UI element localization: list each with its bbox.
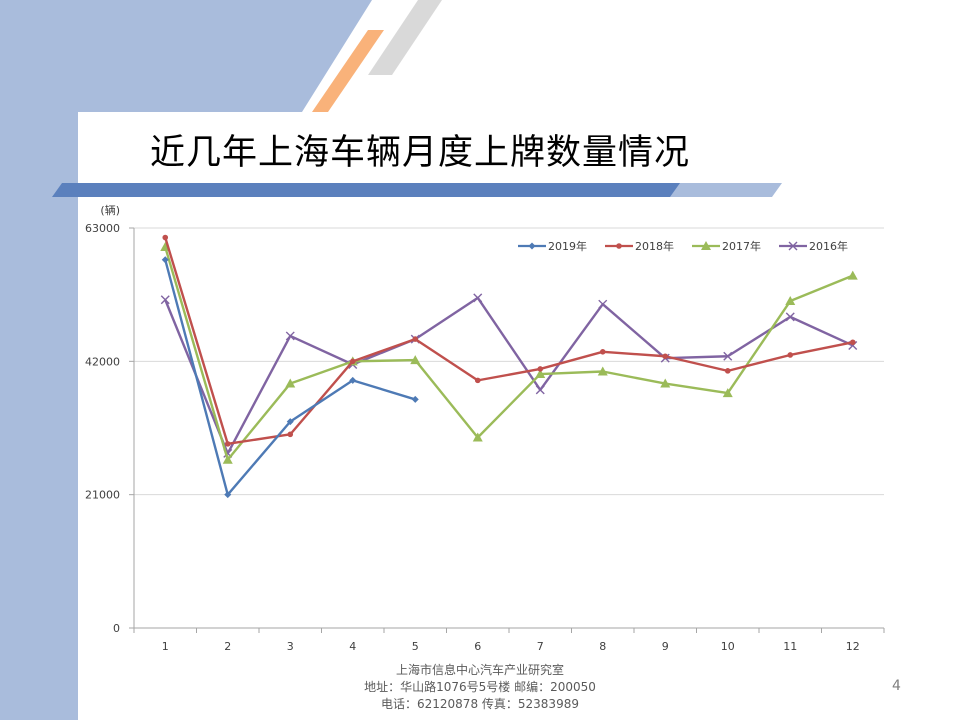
data-point	[849, 339, 856, 346]
slide-title: 近几年上海车辆月度上牌数量情况	[150, 133, 691, 173]
data-point	[285, 331, 295, 341]
data-point	[410, 355, 421, 365]
y-unit-label: (辆)	[100, 203, 120, 217]
x-tick-label: 6	[474, 640, 481, 653]
data-point	[161, 256, 169, 264]
data-point	[349, 358, 356, 365]
data-point-stroke	[598, 299, 608, 309]
legend-label: 2018年	[635, 239, 674, 253]
series-line	[164, 237, 853, 446]
legend-item: 2019年	[518, 239, 587, 253]
y-tick-label: 63000	[85, 222, 120, 235]
x-tick-label: 3	[287, 640, 294, 653]
x-tick-label: 10	[721, 640, 735, 653]
data-point	[411, 395, 419, 403]
footer-contact: 电话：62120878 传真：52383989	[381, 697, 579, 711]
x-tick-label: 2	[224, 640, 231, 653]
data-point	[473, 293, 483, 303]
data-point	[724, 368, 731, 374]
data-point	[598, 299, 608, 309]
data-point-stroke	[223, 448, 233, 458]
series-2019年	[161, 256, 419, 499]
y-tick-label: 21000	[85, 489, 120, 502]
data-point-stroke	[535, 385, 545, 395]
data-point-stroke	[473, 293, 483, 303]
data-point-stroke	[160, 295, 170, 305]
data-point-stroke	[788, 241, 798, 251]
data-point	[662, 353, 669, 360]
data-point	[787, 352, 794, 358]
data-point	[286, 418, 294, 426]
data-point	[285, 378, 296, 388]
data-point-stroke	[785, 312, 795, 322]
orange-stripe	[312, 30, 384, 112]
top-blue-shape	[0, 0, 372, 112]
series-line	[164, 246, 854, 461]
data-point	[723, 351, 733, 361]
data-point	[287, 431, 294, 438]
data-point	[660, 378, 671, 388]
data-point	[535, 385, 545, 395]
top-decor-band	[0, 0, 960, 112]
legend-item: 2017年	[692, 239, 761, 253]
y-tick-label: 0	[113, 622, 120, 635]
x-tick-label: 9	[662, 640, 669, 653]
data-point	[222, 454, 233, 464]
x-tick-label: 5	[412, 640, 419, 653]
x-tick-label: 12	[846, 640, 860, 653]
data-point	[616, 243, 622, 249]
data-point	[785, 312, 795, 322]
x-tick-label: 4	[349, 640, 356, 653]
legend-label: 2017年	[722, 239, 761, 253]
content-panel	[78, 112, 960, 720]
x-tick-label: 8	[599, 640, 606, 653]
footer-address: 地址：华山路1076号5号楼 邮编：200050	[364, 680, 596, 694]
data-point	[162, 234, 169, 241]
footer-org: 上海市信息中心汽车产业研究室	[395, 663, 564, 677]
data-point	[349, 376, 357, 384]
legend-label: 2019年	[548, 239, 587, 253]
series-line	[164, 296, 854, 455]
data-point	[537, 366, 544, 372]
legend-label: 2016年	[809, 239, 848, 253]
grey-stripe	[368, 0, 442, 75]
data-point	[788, 241, 798, 251]
data-point	[535, 369, 546, 379]
data-point	[224, 441, 231, 447]
data-point	[474, 377, 481, 384]
title-underline-bar	[42, 183, 782, 197]
data-point	[224, 491, 232, 499]
data-point	[701, 241, 711, 250]
page-number: 4	[892, 678, 901, 694]
footer: 上海市信息中心汽车产业研究室 地址：华山路1076号5号楼 邮编：200050 …	[330, 662, 630, 713]
data-point	[160, 295, 170, 305]
y-tick-label: 42000	[85, 355, 120, 368]
data-point	[472, 432, 483, 442]
data-point	[847, 270, 858, 280]
data-point	[412, 336, 419, 342]
legend-item: 2018年	[605, 239, 674, 253]
series-2018年	[162, 234, 856, 447]
x-tick-label: 1	[162, 640, 169, 653]
legend-item: 2016年	[779, 239, 848, 253]
x-tick-label: 7	[537, 640, 544, 653]
data-point	[597, 366, 608, 376]
left-decor-band	[0, 0, 78, 720]
data-point	[599, 349, 606, 355]
data-point-stroke	[285, 331, 295, 341]
data-point	[785, 296, 796, 306]
data-point-stroke	[723, 351, 733, 361]
data-point	[528, 242, 536, 250]
x-tick-label: 11	[783, 640, 797, 653]
series-2017年	[160, 242, 858, 464]
data-point	[722, 388, 733, 398]
